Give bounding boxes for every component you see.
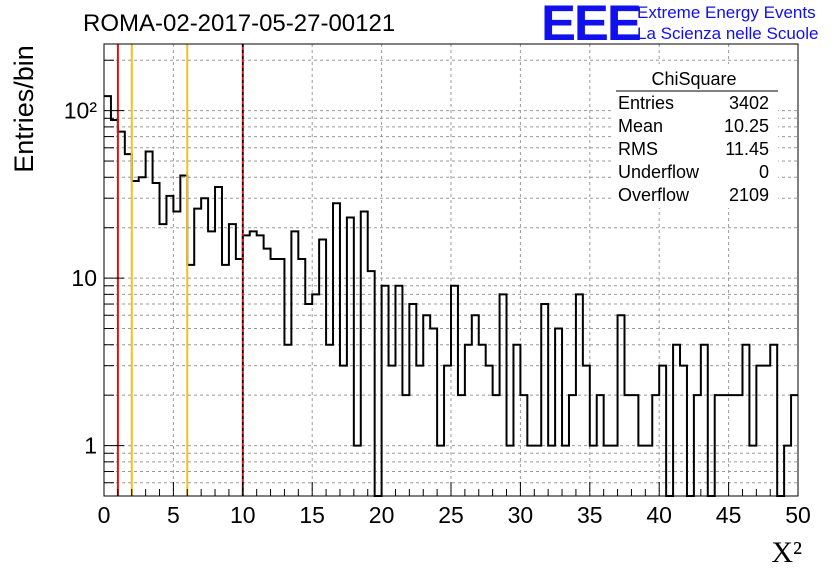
y-tick-label: 10 <box>71 265 97 291</box>
x-tick-label: 25 <box>438 502 464 528</box>
stats-label: Overflow <box>618 185 690 205</box>
stats-value: 2109 <box>729 185 769 205</box>
x-tick-label: 45 <box>716 502 742 528</box>
x-tick-label: 40 <box>646 502 672 528</box>
stats-label: Underflow <box>618 162 700 182</box>
cut-lines <box>116 44 244 496</box>
x-axis: 0 5 10 15 20 25 30 35 40 45 50 <box>98 482 811 528</box>
x-tick-label: 0 <box>98 502 111 528</box>
x-tick-label: 10 <box>230 502 256 528</box>
stats-label: Entries <box>618 93 674 113</box>
stats-value: 11.45 <box>725 139 769 159</box>
y-axis: 1 10 10² <box>64 59 124 497</box>
y-tick-label: 1 <box>84 433 97 459</box>
x-tick-label: 5 <box>167 502 180 528</box>
stats-rows: Entries 3402 Mean 10.25 RMS 11.45 Underflow 0 Ov… <box>618 93 769 205</box>
histogram-outline <box>104 95 798 497</box>
stats-label: RMS <box>618 139 658 159</box>
eee-logo: EEE <box>541 0 642 51</box>
x-tick-label: 15 <box>299 502 325 528</box>
y-tick-label: 10² <box>64 98 98 124</box>
stats-value: 10.25 <box>724 116 769 136</box>
x-tick-label: 30 <box>508 502 534 528</box>
x-tick-label: 35 <box>577 502 603 528</box>
stats-value: 0 <box>759 162 769 182</box>
logo-subtitle-1: Extreme Energy Events <box>637 3 816 22</box>
stats-label: Mean <box>618 116 663 136</box>
x-axis-label: X² <box>771 536 802 569</box>
x-tick-label: 50 <box>785 502 811 528</box>
histogram <box>104 95 798 497</box>
stats-title: ChiSquare <box>651 69 736 89</box>
stats-box: ChiSquare Entries 3402 Mean 10.25 RMS 11.45 Un… <box>612 64 778 208</box>
stats-value: 3402 <box>729 93 769 113</box>
x-tick-label: 20 <box>369 502 395 528</box>
y-axis-label: Entries/bin <box>9 45 39 173</box>
stats-box-bg <box>612 64 778 208</box>
logo-subtitle-2: La Scienza nelle Scuole <box>637 24 819 43</box>
page-title: ROMA-02-2017-05-27-00121 <box>83 10 396 37</box>
